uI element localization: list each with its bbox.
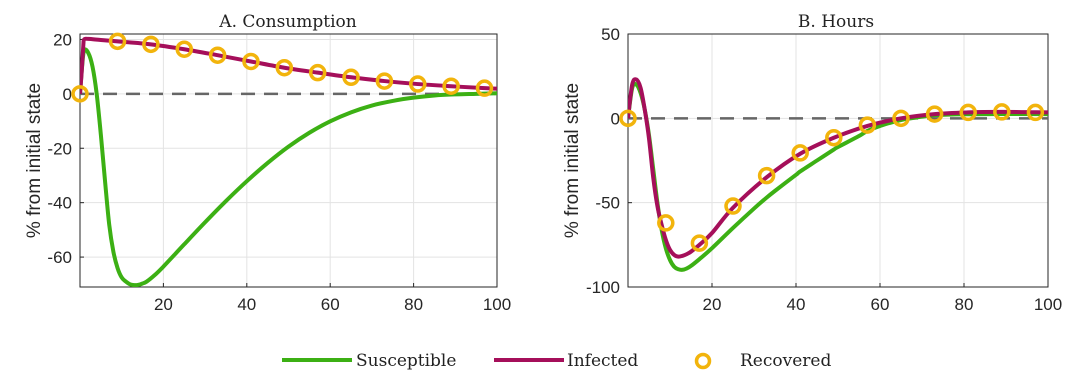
legend-label-recovered: Recovered bbox=[740, 351, 831, 371]
series-line-infected bbox=[80, 36, 497, 95]
series-marker-recovered bbox=[142, 35, 160, 54]
series-marker-recovered bbox=[71, 85, 89, 103]
y-tick-label: 0 bbox=[611, 109, 620, 128]
series-marker-recovered bbox=[619, 109, 637, 128]
panel-hours: 20 40 60 80 100 50 0 -50 -100 B. Hours % from init… bbox=[562, 12, 1062, 314]
y-tick-label: 20 bbox=[53, 30, 72, 49]
series-marker-recovered bbox=[308, 63, 327, 82]
legend-label-susceptible: Susceptible bbox=[356, 351, 456, 371]
y-tick-label: 50 bbox=[601, 25, 620, 44]
series-marker-recovered bbox=[342, 68, 360, 87]
legend-label-infected: Infected bbox=[567, 351, 638, 371]
series-marker-recovered bbox=[892, 109, 910, 128]
series-marker-recovered bbox=[208, 46, 227, 64]
x-tick-label: 40 bbox=[237, 295, 256, 314]
series-marker-recovered bbox=[925, 105, 944, 123]
series-marker-recovered bbox=[959, 103, 977, 122]
series-marker-recovered bbox=[724, 197, 742, 215]
series-marker-recovered bbox=[993, 103, 1011, 121]
series-marker-recovered bbox=[757, 166, 776, 185]
plot-frame bbox=[627, 33, 1049, 288]
x-tick-label: 100 bbox=[483, 295, 511, 314]
series-line-infected bbox=[628, 77, 1048, 259]
x-tick-label: 20 bbox=[703, 295, 722, 314]
x-tick-label: 80 bbox=[955, 295, 974, 314]
series-marker-recovered bbox=[275, 58, 294, 77]
series-marker-recovered bbox=[791, 144, 809, 162]
series-line-susceptible bbox=[80, 47, 497, 287]
x-tick-label: 20 bbox=[154, 295, 173, 314]
y-axis-label: % from initial state bbox=[24, 83, 45, 238]
legend: Susceptible Infected Recovered bbox=[282, 351, 831, 371]
legend-swatch-recovered bbox=[694, 352, 712, 370]
series-marker-recovered bbox=[108, 32, 127, 51]
series-marker-recovered bbox=[175, 40, 193, 58]
plot-frame bbox=[79, 33, 498, 288]
series-marker-recovered bbox=[858, 116, 877, 134]
y-tick-label: 0 bbox=[63, 85, 72, 104]
panel-consumption: 20 40 60 80 100 20 0 -20 -40 -60 A. Consumption % f… bbox=[24, 12, 511, 314]
x-tick-label: 60 bbox=[321, 295, 340, 314]
y-tick-label: -40 bbox=[47, 194, 72, 213]
x-tick-label: 60 bbox=[871, 295, 890, 314]
plot-area bbox=[628, 77, 1048, 272]
series-marker-recovered bbox=[409, 75, 427, 93]
x-tick-label: 100 bbox=[1034, 295, 1062, 314]
series-marker-recovered bbox=[825, 128, 843, 147]
y-tick-label: -100 bbox=[586, 278, 620, 297]
series-marker-recovered bbox=[242, 52, 260, 71]
y-axis-label: % from initial state bbox=[562, 83, 583, 238]
series-marker-recovered bbox=[690, 234, 709, 252]
panel-title: A. Consumption bbox=[218, 12, 356, 32]
y-tick-label: -50 bbox=[595, 194, 620, 213]
y-tick-label: -60 bbox=[47, 248, 72, 267]
series-marker-recovered bbox=[442, 77, 460, 95]
panel-title: B. Hours bbox=[798, 12, 874, 32]
series-marker-recovered bbox=[1026, 103, 1045, 122]
series-marker-recovered bbox=[657, 214, 675, 232]
x-tick-label: 80 bbox=[404, 295, 423, 314]
x-tick-label: 40 bbox=[787, 295, 806, 314]
series-marker-recovered bbox=[475, 79, 494, 97]
y-tick-label: -20 bbox=[47, 139, 72, 158]
series-marker-recovered bbox=[375, 72, 394, 90]
plot-area bbox=[80, 36, 497, 287]
